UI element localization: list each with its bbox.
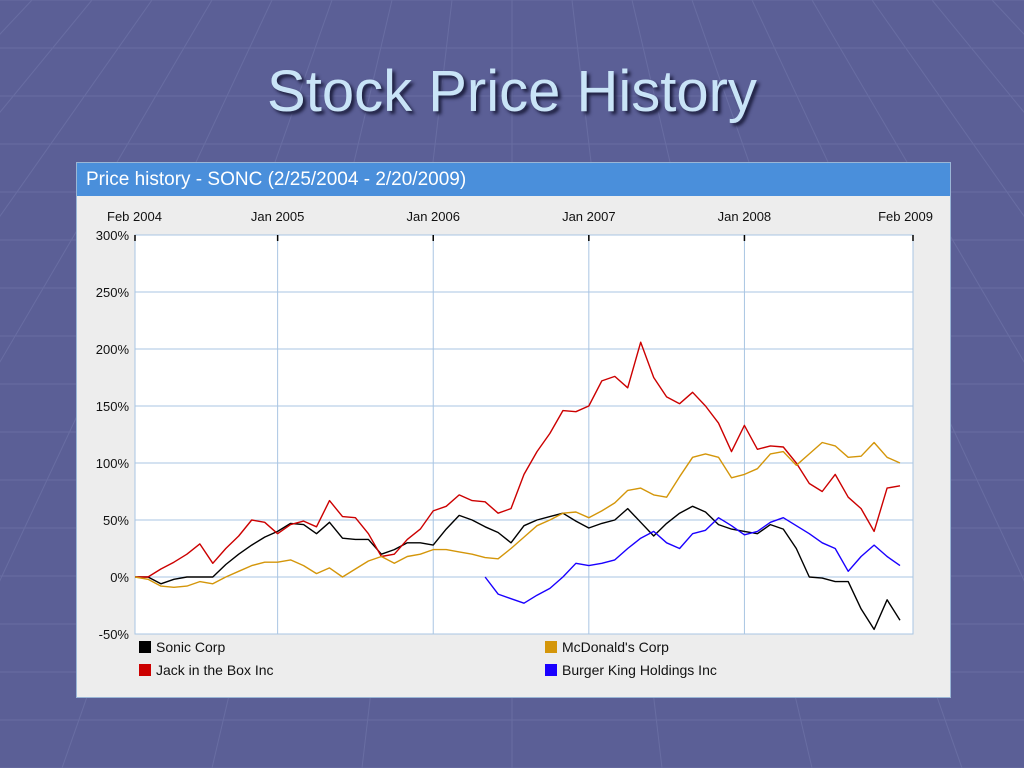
chart-panel: Price history - SONC (2/25/2004 - 2/20/2…	[76, 162, 951, 698]
legend-label: Sonic Corp	[156, 639, 225, 655]
series-line	[135, 341, 901, 578]
background-line	[0, 0, 153, 218]
price-history-chart: 300% 250% 200% 150% 100% 50% 0% -50% Feb 2004 Jan…	[96, 209, 933, 678]
slide-title: Stock Price History	[267, 59, 757, 124]
background-line	[0, 0, 213, 363]
y-tick-label: 250%	[96, 285, 130, 300]
legend-swatch	[139, 641, 151, 653]
x-tick-label: Jan 2007	[562, 209, 616, 224]
panel-header: Price history - SONC (2/25/2004 - 2/20/2…	[77, 163, 950, 196]
background-line	[811, 0, 1024, 363]
background-line	[871, 0, 1024, 218]
x-tick-label: Jan 2008	[718, 209, 772, 224]
x-tick-label: Jan 2006	[406, 209, 460, 224]
plot-area	[134, 234, 914, 635]
legend-label: Burger King Holdings Inc	[562, 662, 717, 678]
x-tick-label: Jan 2005	[251, 209, 305, 224]
series-line	[484, 517, 901, 604]
legend-swatch	[139, 664, 151, 676]
legend-swatch	[545, 641, 557, 653]
y-tick-label: 200%	[96, 342, 130, 357]
legend-label: McDonald's Corp	[562, 639, 669, 655]
y-tick-label: 0%	[110, 570, 129, 585]
y-tick-label: 50%	[103, 513, 129, 528]
y-tick-label: 300%	[96, 228, 130, 243]
y-tick-label: -50%	[99, 627, 130, 642]
legend-swatch	[545, 664, 557, 676]
x-tick-label: Feb 2009	[878, 209, 933, 224]
y-tick-label: 100%	[96, 456, 130, 471]
legend-label: Jack in the Box Inc	[156, 662, 274, 678]
y-tick-label: 150%	[96, 399, 130, 414]
x-tick-label: Feb 2004	[107, 209, 162, 224]
series-line	[134, 441, 901, 588]
series-line	[135, 505, 901, 631]
gridlines	[134, 234, 914, 635]
